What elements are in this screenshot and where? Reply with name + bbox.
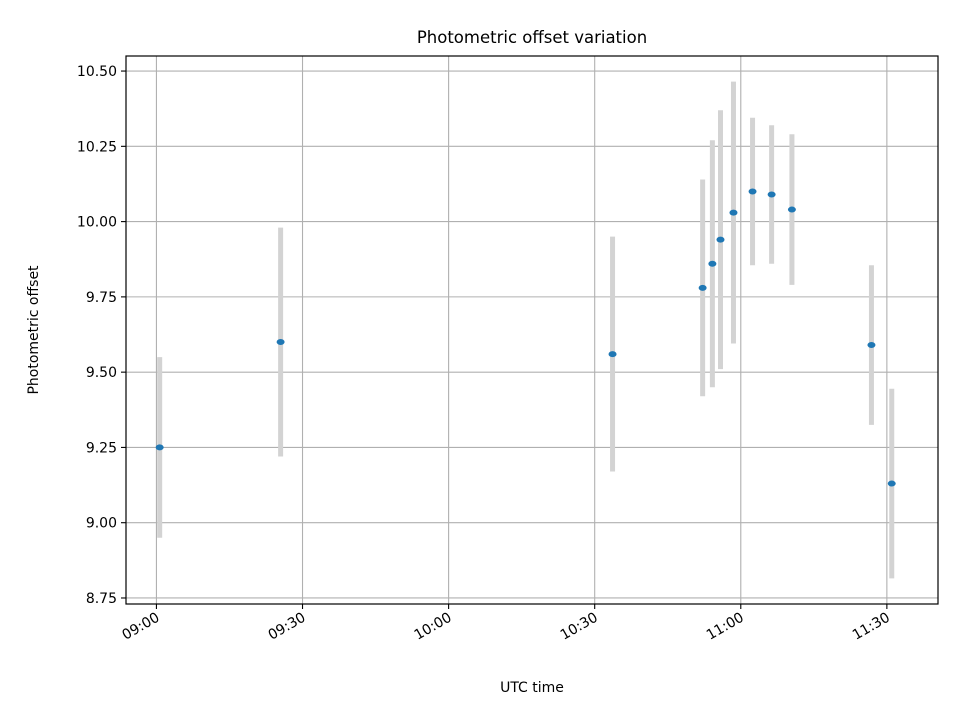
- markers: [155, 188, 896, 487]
- errorbars: [157, 81, 895, 579]
- x-tick-label: 10:30: [558, 610, 601, 644]
- x-axis: 09:00 09:30 10:00 10:30 11:00 11:30: [119, 604, 893, 644]
- data-point: [729, 209, 738, 216]
- data-point: [155, 444, 164, 451]
- data-point: [698, 284, 707, 291]
- data-point: [767, 191, 776, 198]
- y-tick-label: 10.50: [77, 64, 117, 80]
- plot-frame: [125, 55, 939, 605]
- y-tick-label: 9.00: [86, 516, 117, 532]
- y-axis: 8.75 9.00 9.25 9.50 9.75 10.00 10.25 10.50: [77, 64, 126, 607]
- y-tick-label: 9.75: [86, 290, 117, 306]
- y-tick-label: 8.75: [86, 591, 117, 607]
- chart-title: Photometric offset variation: [417, 28, 647, 47]
- data-point: [748, 188, 757, 195]
- x-tick-label: 09:30: [266, 610, 309, 644]
- y-axis-label: Photometric offset: [26, 265, 42, 395]
- x-tick-label: 10:00: [412, 610, 455, 644]
- data-point: [867, 342, 876, 349]
- data-point: [887, 480, 896, 487]
- x-axis-label: UTC time: [500, 680, 564, 696]
- data-point: [716, 236, 725, 243]
- data-point: [708, 260, 717, 267]
- y-tick-label: 10.00: [77, 215, 117, 231]
- y-tick-label: 9.25: [86, 440, 117, 456]
- data-point: [608, 351, 617, 358]
- x-tick-label: 09:00: [119, 610, 162, 644]
- grid: [126, 56, 938, 604]
- y-tick-label: 10.25: [77, 139, 117, 155]
- x-tick-label: 11:00: [704, 610, 747, 644]
- x-tick-label: 11:30: [850, 610, 893, 644]
- y-tick-label: 9.50: [86, 365, 117, 381]
- data-point: [787, 206, 796, 213]
- data-point: [276, 339, 285, 346]
